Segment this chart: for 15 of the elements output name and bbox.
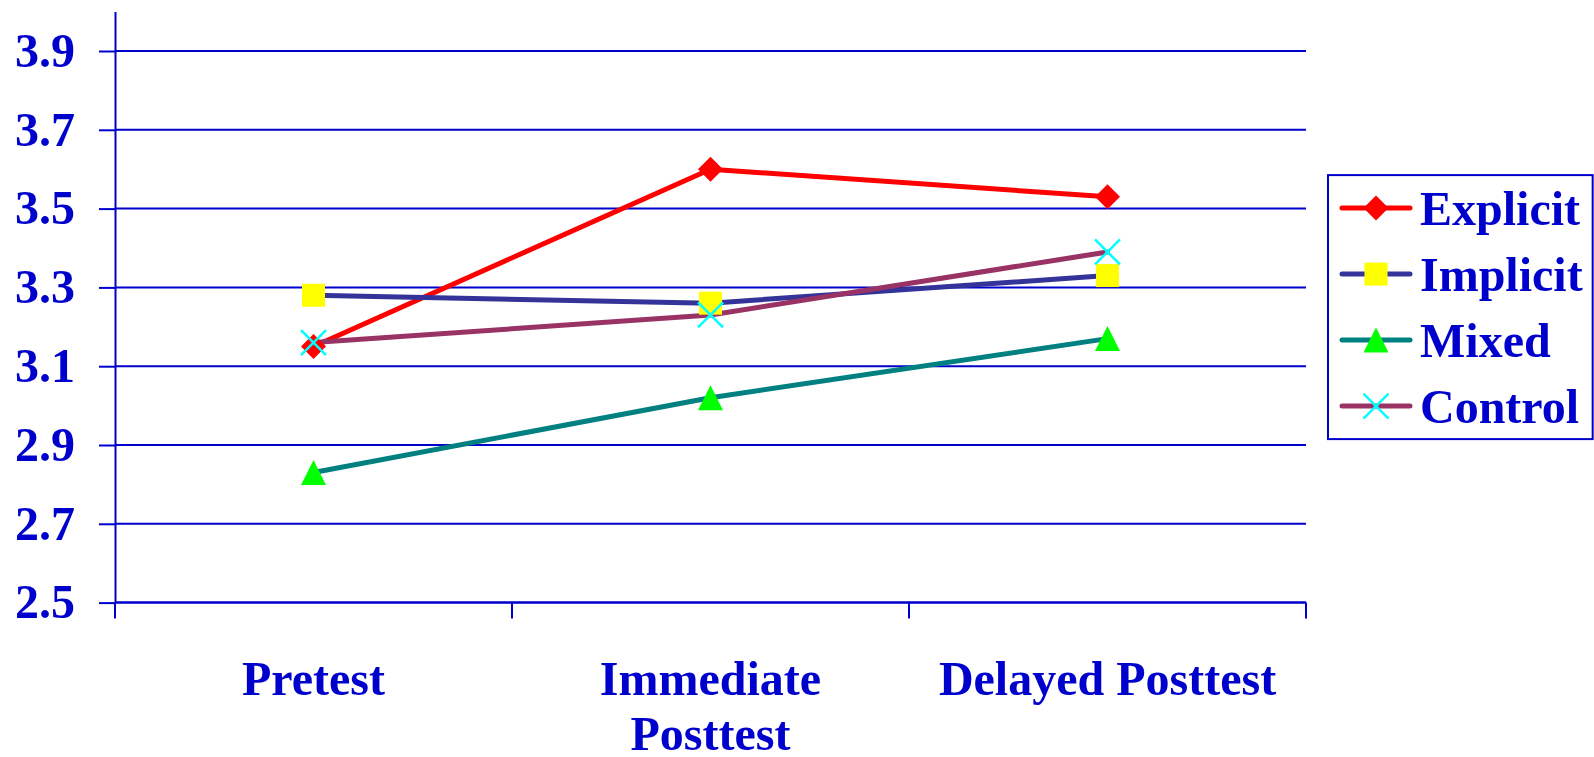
y-tick-label: 3.3 [15, 260, 75, 314]
x-tick-label: Pretest [241, 652, 386, 705]
y-tick-label: 2.9 [15, 417, 75, 471]
y-tick-label: 3.1 [15, 339, 75, 393]
legend-label: Implicit [1420, 247, 1583, 301]
legend-label: Mixed [1420, 313, 1551, 367]
legend-label: Control [1420, 379, 1580, 433]
y-tick-label: 2.7 [15, 496, 75, 550]
x-tick-label: Immediate Posttest [599, 652, 822, 757]
y-tick-label: 3.5 [15, 181, 75, 235]
legend-label: Explicit [1420, 181, 1581, 235]
x-tick-label: Delayed Posttest [938, 652, 1277, 705]
y-tick-label: 2.5 [15, 575, 75, 629]
y-tick-label: 3.7 [15, 102, 75, 156]
y-tick-label: 3.9 [15, 23, 75, 77]
